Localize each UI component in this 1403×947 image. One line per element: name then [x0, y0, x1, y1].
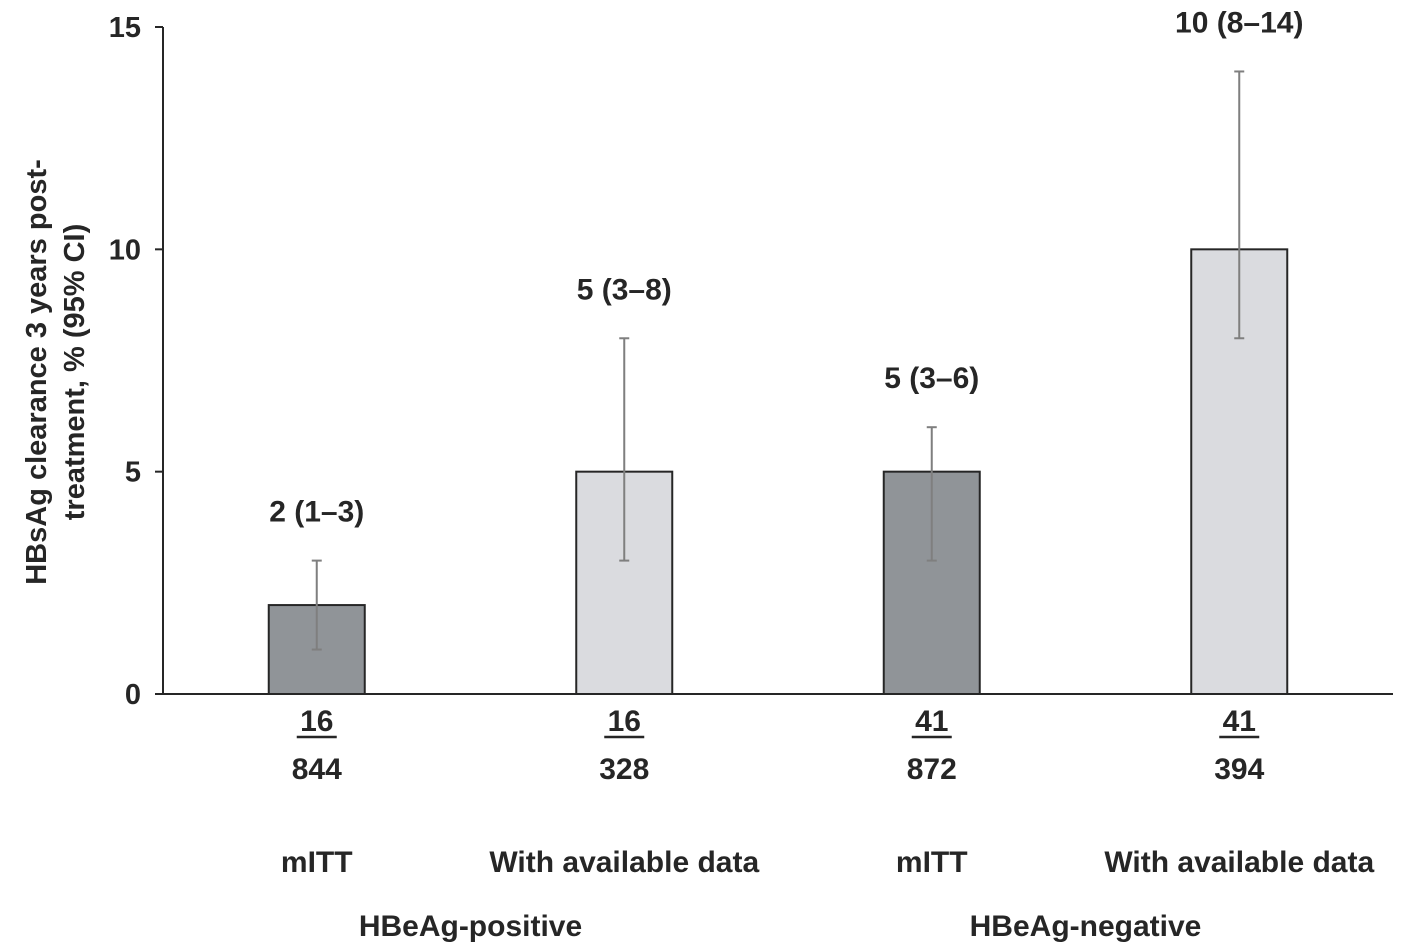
category-label: mITT — [281, 846, 353, 879]
category-label: mITT — [896, 846, 968, 879]
bar-labels: 2 (1–3) 16 844 mITT 5 (3–8) 16 328 With availab… — [269, 6, 1374, 943]
numerator-label: 16 — [300, 705, 333, 738]
group-label: HBeAg-positive — [359, 910, 582, 943]
denominator-label: 328 — [599, 753, 649, 786]
numerator-label: 41 — [915, 705, 948, 738]
denominator-label: 844 — [292, 753, 342, 786]
data-label: 5 (3–8) — [577, 273, 672, 306]
data-label: 10 (8–14) — [1175, 6, 1303, 39]
y-axis-title-line-1: HBsAg clearance 3 years post- — [21, 159, 53, 585]
bars — [267, 248, 1289, 695]
denominator-label: 394 — [1214, 753, 1264, 786]
numerator-label: 41 — [1223, 705, 1256, 738]
error-bar — [926, 426, 937, 562]
error-bar — [1234, 70, 1245, 340]
error-bar — [619, 337, 630, 562]
y-axis-title-line-2: treatment, % (95% CI) — [59, 224, 91, 521]
y-tick-label: 5 — [125, 457, 141, 489]
error-bar — [311, 559, 322, 651]
group-label: HBeAg-negative — [970, 910, 1202, 943]
y-tick-label: 0 — [125, 679, 141, 711]
category-label: With available data — [489, 846, 759, 879]
data-label: 2 (1–3) — [269, 496, 364, 529]
denominator-label: 872 — [907, 753, 957, 786]
error-bars — [311, 70, 1245, 651]
data-label: 5 (3–6) — [884, 362, 979, 395]
y-axis-title: HBsAg clearance 3 years post- treatment,… — [21, 159, 91, 585]
y-tick-label: 15 — [109, 12, 141, 44]
category-label: With available data — [1104, 846, 1374, 879]
numerator-label: 16 — [608, 705, 641, 738]
y-axis-ticks: 0 5 10 15 — [109, 12, 163, 711]
y-tick-label: 10 — [109, 234, 141, 266]
